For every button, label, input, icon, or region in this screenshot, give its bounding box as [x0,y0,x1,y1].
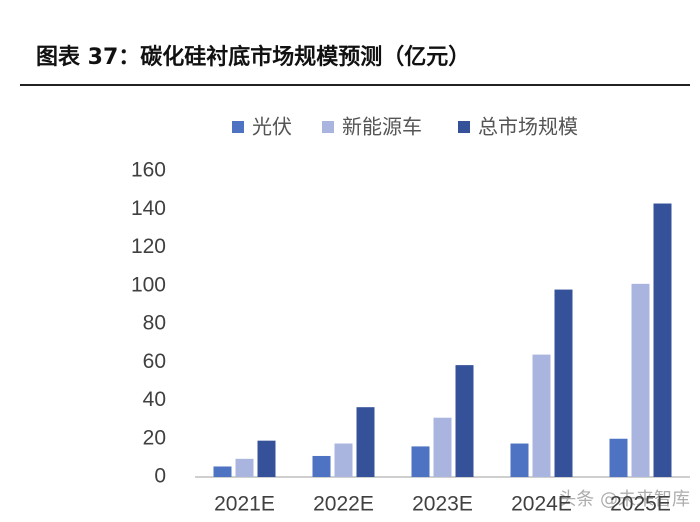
y-tick-label: 160 [131,159,166,182]
legend-swatch [322,121,334,133]
bar [532,354,551,477]
x-tick-label: 2022E [313,493,374,516]
bar [334,443,353,477]
y-tick-label: 60 [143,350,166,373]
bar [631,283,650,477]
bar [235,458,254,477]
legend-label: 总市场规模 [478,115,578,139]
bar [433,417,452,477]
legend-swatch [232,121,244,133]
bar [554,289,573,477]
bar [411,446,430,477]
x-tick-label: 2024E [511,493,572,516]
bar [510,443,529,477]
y-tick-label: 80 [143,312,166,335]
y-tick-label: 40 [143,388,166,411]
legend-label: 光伏 [252,115,292,139]
y-tick-label: 20 [143,426,166,449]
bar [213,466,232,477]
y-tick-label: 140 [131,197,166,220]
bar [455,365,474,477]
bar [653,203,672,477]
x-tick-label: 2021E [214,493,275,516]
bar [257,440,276,477]
bar [356,407,375,477]
legend-label: 新能源车 [342,115,422,139]
watermark: 头条 @未来智库 [558,489,690,510]
y-tick-label: 100 [131,273,166,296]
y-tick-label: 0 [154,465,166,488]
x-tick-label: 2025E [610,493,671,516]
legend-swatch [458,121,470,133]
y-tick-label: 120 [131,235,166,258]
chart-title: 图表 37：碳化硅衬底市场规模预测（亿元） [36,44,470,70]
x-tick-label: 2023E [412,493,473,516]
bar [609,438,628,477]
bar [312,455,331,477]
